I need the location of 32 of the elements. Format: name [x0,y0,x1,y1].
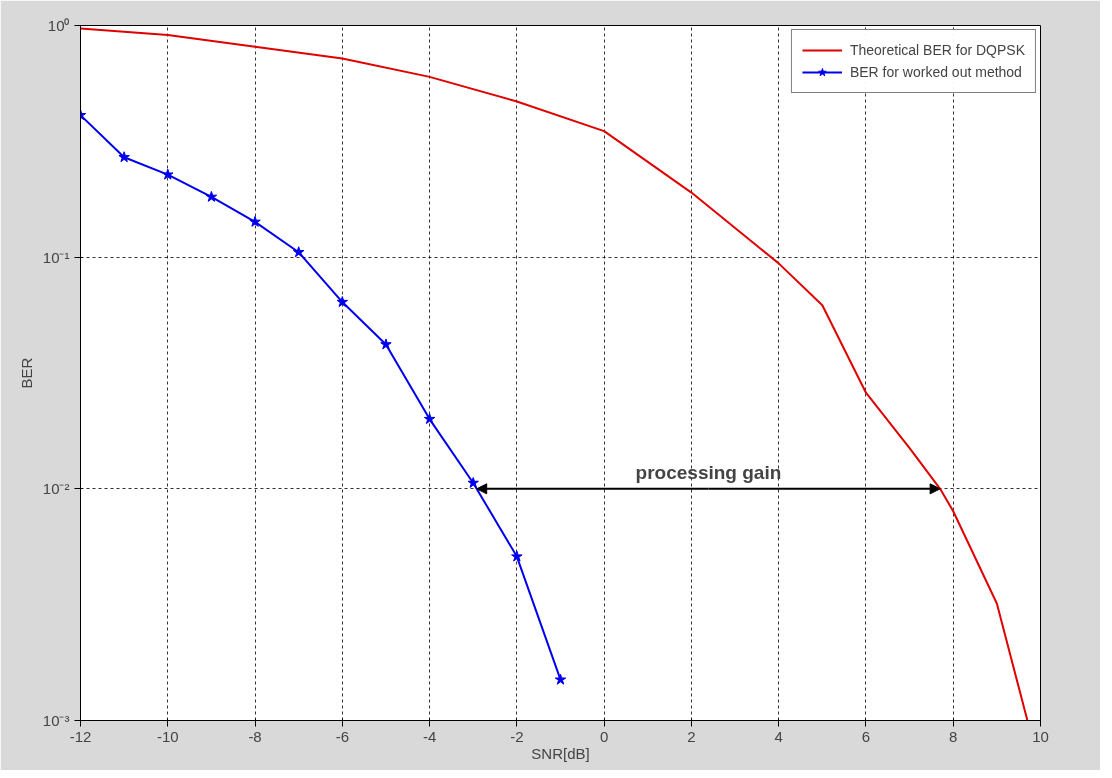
point [292,246,305,258]
x-tick-label: 6 [861,727,871,745]
point [467,476,479,488]
annotation: processing gain [635,461,782,483]
point [118,151,130,163]
x-axis-title: SNR[dB] [531,744,590,762]
x-tick-label: 8 [949,727,958,745]
x-tick-label: -12 [69,727,92,745]
point [423,413,436,425]
point [336,296,349,308]
y-tick-label: 10⁰ [47,17,70,34]
point [511,550,523,562]
point [554,673,567,685]
x-tick-label: 0 [599,727,609,745]
y-axis-title: BER [17,357,35,389]
x-tick-label: -2 [510,727,524,745]
point [249,215,261,227]
x-tick-label: 2 [687,727,696,745]
x-tick-label: -8 [248,727,262,745]
legend-label: Theoretical BER for DQPSK [849,42,1025,58]
y-tick-label: 10⁻³ [42,712,70,729]
x-tick-label: 4 [774,727,783,745]
legend-label: BER for worked out method [849,64,1022,80]
x-tick-label: 10 [1032,727,1049,745]
x-tick-label: -6 [335,727,349,745]
x-tick-label: -10 [156,727,179,745]
point [380,338,392,350]
point [205,190,218,202]
y-tick-label: 10⁻² [42,480,70,498]
y-tick-label: 10⁻¹ [42,248,70,266]
x-tick-label: -4 [422,727,437,745]
point [162,168,174,180]
